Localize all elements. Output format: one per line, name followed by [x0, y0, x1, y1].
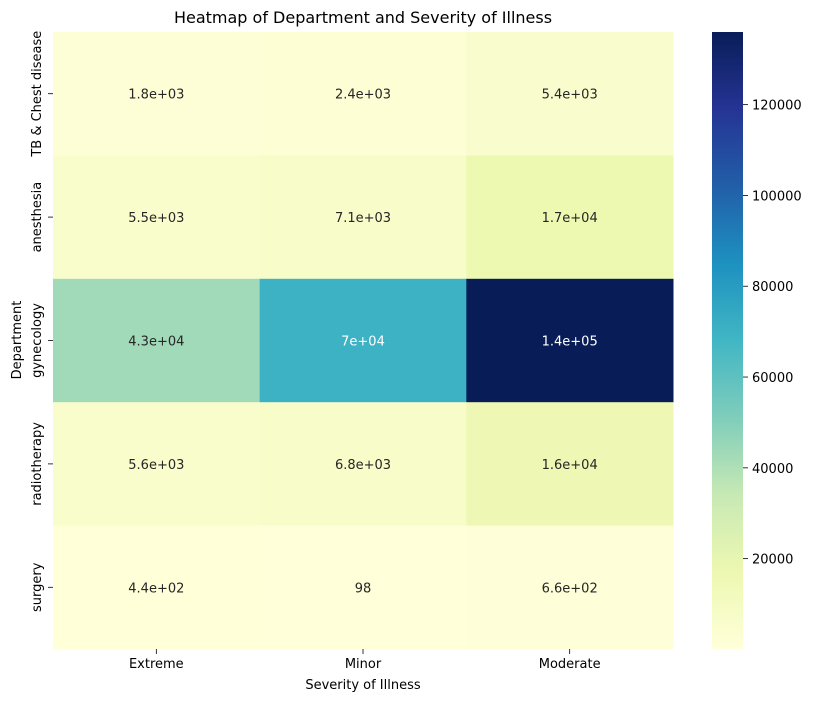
cell-annotation: 5.6e+03 [128, 458, 184, 473]
cell-annotation: 5.4e+03 [542, 88, 598, 103]
cell-annotation: 1.6e+04 [542, 458, 598, 473]
cell-annotation: 4.3e+04 [128, 335, 184, 350]
chart-title: Heatmap of Department and Severity of Il… [174, 8, 552, 27]
cell-annotation: 4.4e+02 [128, 581, 184, 596]
y-tick-label: TB & Chest disease [30, 31, 45, 158]
y-axis: TB & Chest disease anesthesia gynecology ra… [30, 31, 53, 612]
colorbar-tick-label: 80000 [752, 280, 793, 295]
heatmap-cell [53, 155, 261, 280]
heatmap-cell [466, 32, 674, 156]
cell-annotation: 5.5e+03 [128, 211, 184, 226]
cell-annotation: 7e+04 [341, 335, 385, 350]
heatmap-cell [259, 32, 467, 156]
cell-annotation: 7.1e+03 [335, 211, 391, 226]
y-tick-label: gynecology [30, 303, 45, 378]
x-tick-label: Extreme [129, 657, 184, 672]
y-tick-label: radiotherapy [30, 422, 45, 506]
heatmap-cell [53, 278, 261, 403]
y-axis-label: Department [10, 301, 25, 380]
cell-annotation: 98 [355, 581, 372, 596]
heatmap-cell [259, 155, 467, 280]
x-axis-label: Severity of Illness [305, 678, 421, 693]
cell-annotation: 6.8e+03 [335, 458, 391, 473]
heatmap-cell [466, 155, 674, 280]
cell-annotation: 6.6e+02 [542, 581, 598, 596]
heatmap-cell [53, 525, 261, 650]
colorbar-tick-label: 120000 [752, 99, 802, 114]
colorbar-tick-label: 40000 [752, 462, 793, 477]
cell-annotation: 1.7e+04 [542, 211, 598, 226]
x-tick-label: Minor [345, 657, 382, 672]
colorbar-tick-label: 20000 [752, 553, 793, 568]
y-tick-label: surgery [30, 562, 45, 612]
cell-annotation: 2.4e+03 [335, 88, 391, 103]
heatmap-cell [466, 525, 674, 650]
y-tick-label: anesthesia [30, 182, 45, 253]
cell-annotation: 1.8e+03 [128, 88, 184, 103]
colorbar-tick-label: 60000 [752, 371, 793, 386]
heatmap-cell [259, 525, 467, 650]
heatmap-cell [466, 402, 674, 527]
colorbar: 20000 40000 60000 80000 100000 120000 [712, 32, 802, 649]
heatmap-cell [53, 32, 261, 156]
heatmap-cell [53, 402, 261, 527]
colorbar-gradient [712, 32, 743, 649]
heatmap-cell [259, 402, 467, 527]
x-tick-label: Moderate [539, 657, 601, 672]
cell-annotation: 1.4e+05 [542, 335, 598, 350]
heatmap-cells: 1.8e+03 2.4e+03 5.4e+03 5.5e+03 7.1e+03 1.7e+… [53, 32, 674, 650]
colorbar-tick-label: 100000 [752, 189, 802, 204]
heatmap-cell [466, 278, 674, 403]
x-axis: Extreme Minor Moderate [129, 649, 601, 672]
heatmap-cell [259, 278, 467, 403]
